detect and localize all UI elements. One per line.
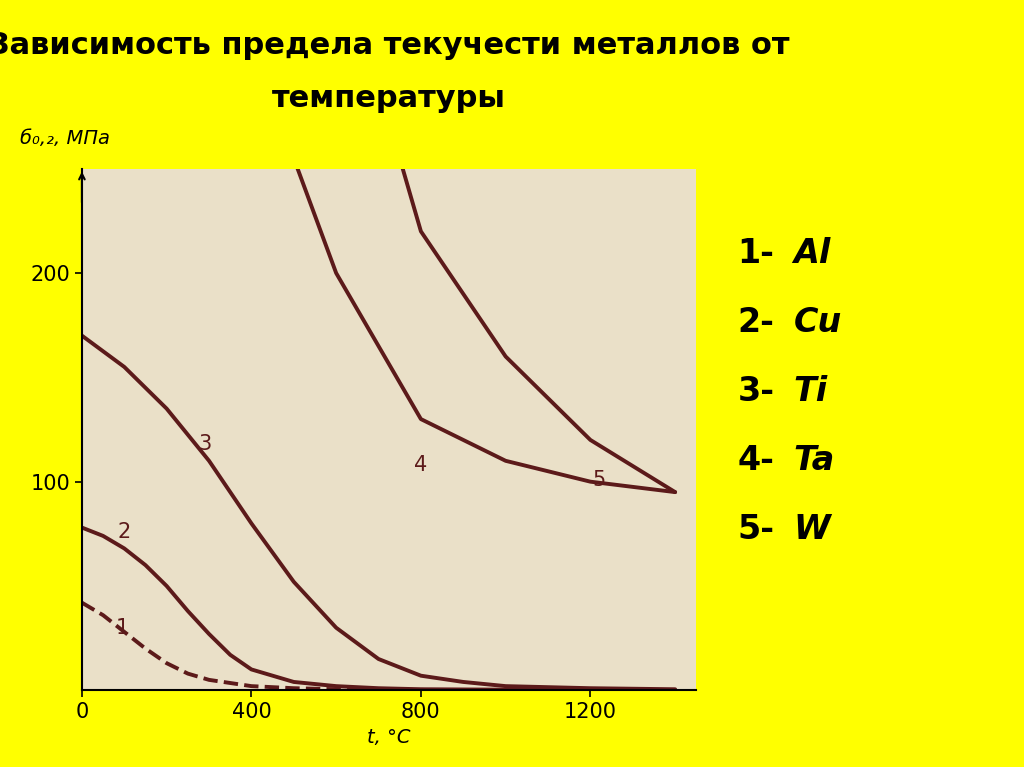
Text: Зависимость предела текучести металлов от: Зависимость предела текучести металлов о…: [0, 31, 790, 60]
Text: температуры: температуры: [272, 84, 506, 114]
Text: 2-: 2-: [737, 305, 774, 339]
Text: Ti: Ti: [794, 374, 827, 408]
Text: W: W: [794, 512, 830, 546]
Text: Al: Al: [794, 236, 830, 270]
Text: 3-: 3-: [737, 374, 774, 408]
X-axis label: t, °C: t, °C: [368, 728, 411, 746]
Text: 5: 5: [592, 469, 605, 489]
Text: б₀,₂, МПа: б₀,₂, МПа: [20, 129, 111, 148]
Text: 3: 3: [199, 434, 211, 454]
Text: 5-: 5-: [737, 512, 774, 546]
Text: Cu: Cu: [794, 305, 842, 339]
Text: 4-: 4-: [737, 443, 774, 477]
Text: 4: 4: [415, 455, 428, 475]
Text: Ta: Ta: [794, 443, 835, 477]
Text: 1-: 1-: [737, 236, 774, 270]
Text: 2: 2: [118, 522, 131, 542]
Text: 1: 1: [116, 617, 129, 637]
